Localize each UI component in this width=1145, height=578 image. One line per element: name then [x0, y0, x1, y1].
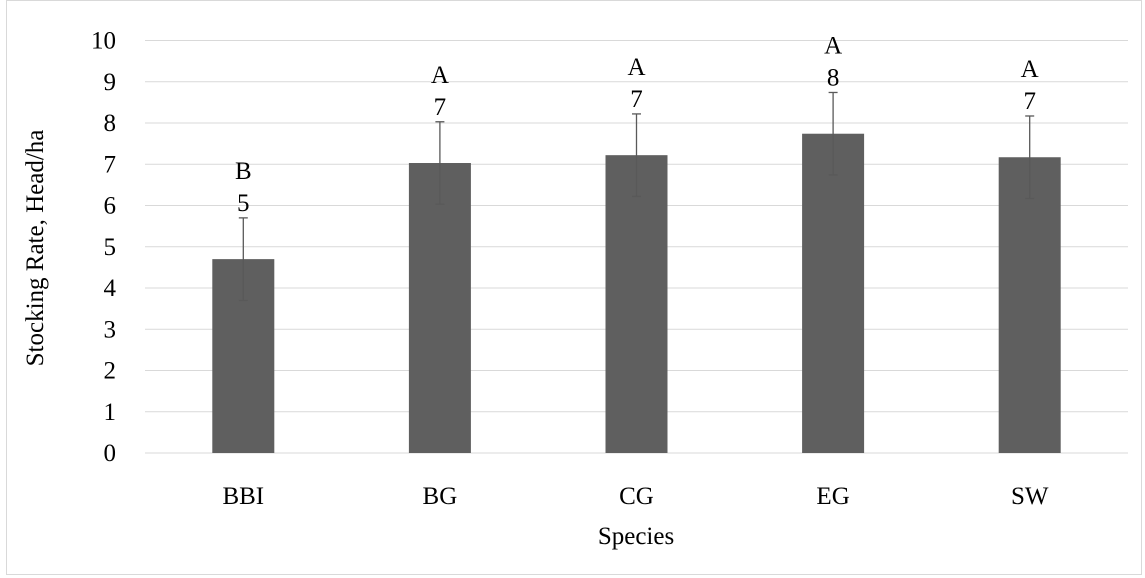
labels: 0 1 2 3 4 5 6 7 8 9 10 5 B BBI 7 A BG 7 A CG 8 A EG 7 A SW [91, 28, 1049, 511]
data-label-bbi: 5 [237, 190, 250, 217]
x-tick-label-eg: EG [816, 483, 849, 510]
y-axis-title: Stocking Rate, Head/ha [22, 130, 49, 367]
y-tick-label: 0 [104, 440, 117, 467]
y-tick-label: 1 [104, 399, 117, 426]
bar-eg [802, 133, 865, 453]
x-tick-label-cg: CG [619, 483, 654, 510]
significance-letter-bg: A [431, 62, 449, 89]
y-tick-label: 9 [104, 69, 117, 96]
x-tick-label-bg: BG [423, 483, 458, 510]
bar-sw [998, 157, 1061, 454]
x-axis-title: Species [598, 523, 674, 550]
y-tick-label: 2 [104, 358, 117, 385]
significance-letter-sw: A [1021, 56, 1039, 83]
significance-letter-cg: A [627, 54, 645, 81]
y-tick-label: 8 [104, 110, 117, 137]
y-tick-label: 5 [104, 234, 117, 261]
bar-bg [408, 163, 471, 453]
error-bars [238, 91, 1035, 302]
y-tick-label: 4 [104, 275, 117, 302]
y-tick-label: 7 [104, 151, 117, 178]
data-label-cg: 7 [630, 86, 643, 113]
significance-letter-eg: A [824, 32, 842, 59]
significance-letter-bbi: B [235, 158, 252, 185]
x-tick-label-bbi: BBI [222, 483, 264, 510]
y-tick-label: 10 [91, 28, 116, 55]
data-label-eg: 8 [827, 64, 840, 91]
bar-cg [605, 155, 668, 454]
y-tick-label: 6 [104, 193, 117, 220]
x-tick-label-sw: SW [1011, 483, 1049, 510]
data-label-bg: 7 [434, 94, 447, 121]
data-label-sw: 7 [1023, 88, 1036, 115]
y-tick-label: 3 [104, 316, 117, 343]
